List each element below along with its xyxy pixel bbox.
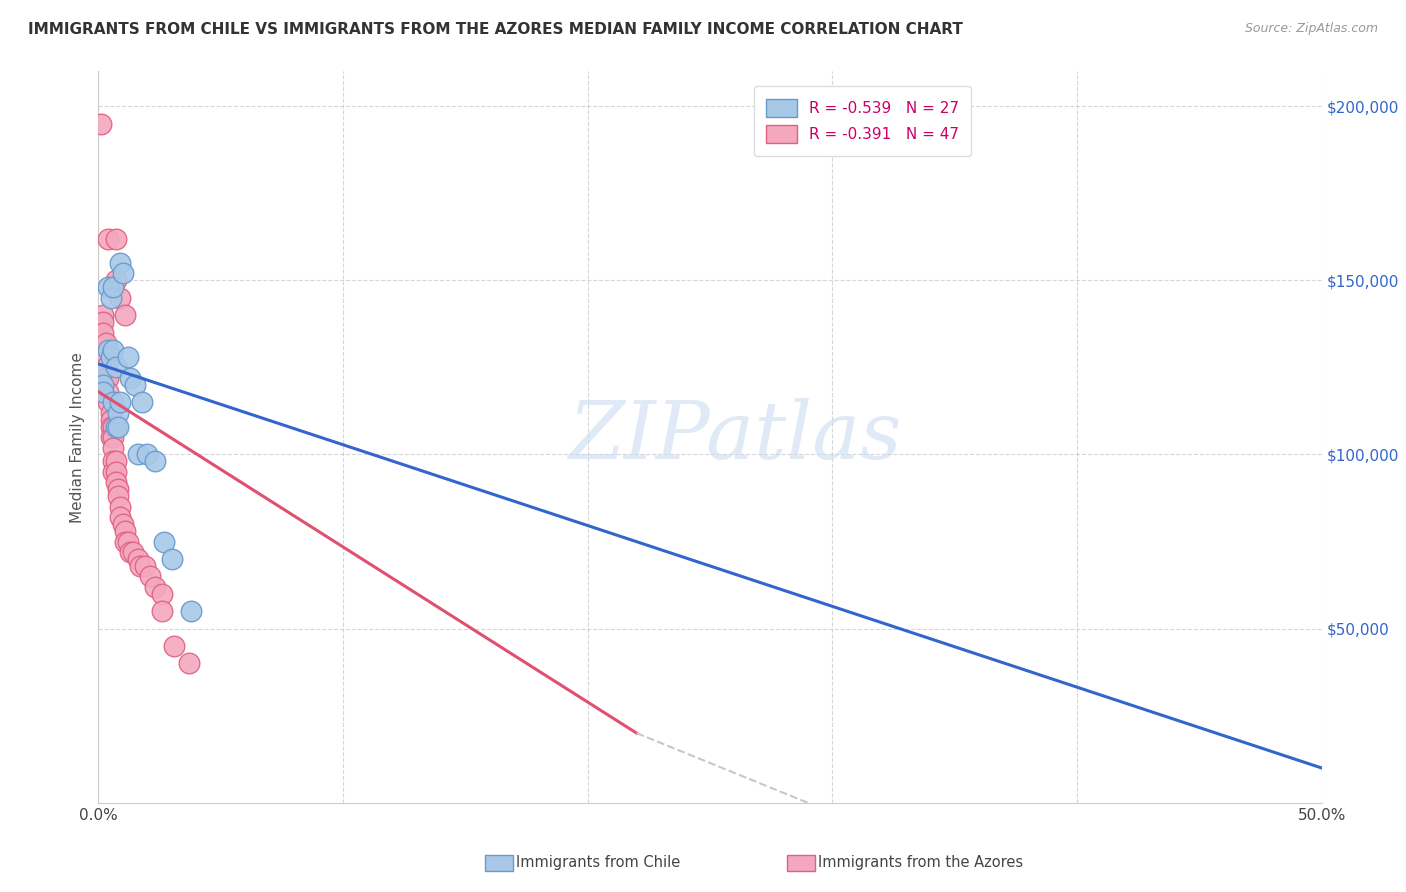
Point (127, 448, 149, 462)
Point (107, 489, 129, 503)
Point (100, 350, 122, 364)
Point (100, 406, 122, 420)
Point (97, 343, 120, 357)
Point (143, 454, 166, 468)
Point (100, 291, 122, 305)
Point (97, 231, 120, 245)
Point (90, 368, 112, 382)
Point (134, 558, 156, 573)
Point (107, 483, 129, 497)
Point (104, 360, 127, 375)
Point (104, 231, 127, 245)
Point (94, 371, 117, 385)
Text: Source: ZipAtlas.com: Source: ZipAtlas.com (1244, 22, 1378, 36)
Point (111, 266, 134, 280)
Point (110, 395, 132, 409)
Point (111, 517, 134, 532)
Point (117, 350, 139, 364)
Point (101, 280, 124, 294)
Point (91, 315, 114, 329)
Point (136, 448, 159, 462)
Point (97, 384, 120, 399)
Point (97, 395, 120, 409)
Point (100, 430, 122, 444)
Point (104, 465, 127, 479)
Text: ZIPatlas: ZIPatlas (568, 399, 901, 475)
Point (101, 419, 124, 434)
Point (101, 395, 124, 409)
Y-axis label: Median Family Income: Median Family Income (70, 351, 86, 523)
Point (150, 587, 173, 601)
Point (143, 580, 166, 594)
Point (131, 395, 153, 409)
Point (177, 657, 200, 671)
Point (104, 419, 127, 434)
Point (160, 552, 183, 566)
Point (101, 454, 124, 468)
Point (120, 371, 142, 385)
Point (101, 430, 124, 444)
Point (101, 441, 124, 455)
Point (91, 308, 114, 322)
Point (180, 604, 202, 618)
Point (107, 419, 129, 434)
Point (120, 545, 142, 559)
Point (94, 336, 117, 351)
Text: IMMIGRANTS FROM CHILE VS IMMIGRANTS FROM THE AZORES MEDIAN FAMILY INCOME CORRELA: IMMIGRANTS FROM CHILE VS IMMIGRANTS FROM… (28, 22, 963, 37)
Point (91, 326, 114, 340)
Point (163, 639, 186, 653)
Point (114, 524, 136, 538)
Point (97, 280, 120, 294)
Point (121, 545, 143, 559)
Point (100, 419, 122, 434)
Point (94, 350, 117, 364)
Point (117, 534, 139, 549)
Point (97, 371, 120, 385)
Point (107, 406, 129, 420)
Point (153, 534, 176, 549)
Point (110, 256, 132, 270)
Point (91, 384, 114, 399)
Point (104, 454, 127, 468)
Point (129, 558, 152, 573)
Text: Immigrants from the Azores: Immigrants from the Azores (818, 855, 1024, 870)
Point (127, 552, 149, 566)
Point (101, 343, 124, 357)
Point (91, 377, 114, 392)
Point (110, 510, 132, 524)
Point (104, 475, 127, 490)
Text: Immigrants from Chile: Immigrants from Chile (516, 855, 681, 870)
Point (94, 360, 117, 375)
Point (124, 377, 146, 392)
Point (90, 117, 112, 131)
Point (139, 569, 162, 583)
Point (150, 604, 173, 618)
Point (101, 465, 124, 479)
Point (104, 273, 127, 287)
Point (114, 308, 136, 322)
Point (114, 534, 136, 549)
Point (110, 500, 132, 514)
Point (110, 291, 132, 305)
Legend: R = -0.539   N = 27, R = -0.391   N = 47: R = -0.539 N = 27, R = -0.391 N = 47 (754, 87, 972, 156)
Point (100, 412, 122, 426)
